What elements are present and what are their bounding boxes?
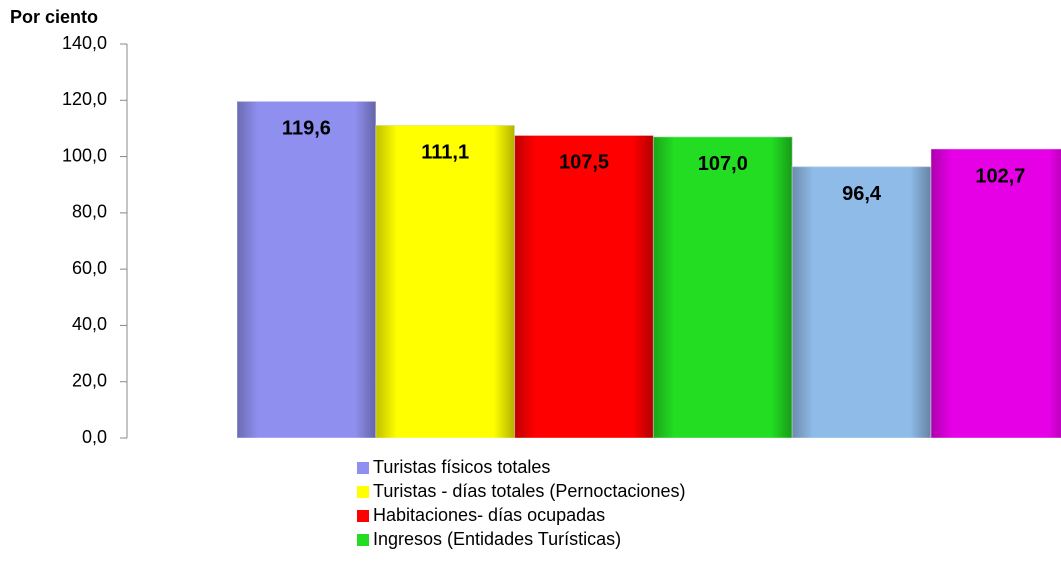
legend-label: Turistas - días totales (Pernoctaciones) bbox=[373, 481, 685, 501]
y-tick-label: 60,0 bbox=[72, 258, 107, 278]
data-label: 107,0 bbox=[698, 153, 748, 175]
data-label: 111,1 bbox=[421, 142, 469, 164]
data-label: 119,6 bbox=[282, 118, 331, 140]
bar bbox=[930, 148, 1061, 439]
y-tick-label: 40,0 bbox=[72, 314, 107, 334]
data-label: 96,4 bbox=[842, 183, 882, 205]
data-label: 102,7 bbox=[975, 165, 1025, 187]
bar bbox=[514, 134, 654, 439]
y-tick-label: 20,0 bbox=[72, 370, 107, 390]
y-tick-label: 100,0 bbox=[62, 145, 107, 165]
legend-swatch bbox=[357, 486, 369, 498]
legend-swatch bbox=[357, 534, 369, 546]
bar bbox=[375, 124, 516, 439]
y-tick-label: 140,0 bbox=[62, 33, 107, 53]
bar bbox=[652, 136, 793, 439]
y-tick-label: 120,0 bbox=[62, 89, 107, 109]
legend-label: Ingresos (Entidades Turísticas) bbox=[373, 529, 621, 549]
bar bbox=[791, 166, 932, 439]
y-tick-label: 0,0 bbox=[82, 427, 107, 447]
data-label: 107,5 bbox=[559, 152, 609, 174]
y-tick-label: 80,0 bbox=[72, 202, 107, 222]
legend-swatch bbox=[357, 510, 369, 522]
legend-label: Turistas físicos totales bbox=[373, 457, 550, 477]
legend-label: Habitaciones- días ocupadas bbox=[373, 505, 605, 525]
legend-swatch bbox=[357, 462, 369, 474]
y-axis-title: Por ciento bbox=[10, 7, 98, 27]
bar bbox=[236, 100, 377, 439]
